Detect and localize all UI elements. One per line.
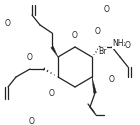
Text: O: O bbox=[29, 118, 35, 125]
Polygon shape bbox=[92, 77, 96, 93]
Text: O: O bbox=[95, 26, 101, 36]
Text: O: O bbox=[109, 74, 115, 84]
Text: O: O bbox=[104, 4, 110, 14]
Text: O: O bbox=[49, 88, 55, 98]
Text: O: O bbox=[5, 20, 11, 28]
Text: O: O bbox=[125, 42, 131, 50]
Polygon shape bbox=[51, 46, 58, 57]
Text: O: O bbox=[27, 52, 33, 62]
Text: O: O bbox=[72, 32, 78, 40]
Text: NH₂: NH₂ bbox=[112, 40, 127, 48]
Text: Br: Br bbox=[98, 48, 106, 56]
